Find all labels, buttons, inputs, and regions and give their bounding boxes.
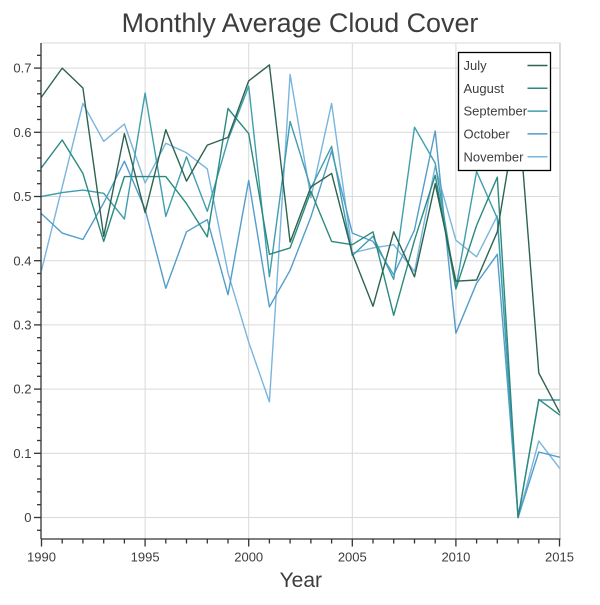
svg-text:July: July xyxy=(464,58,488,73)
svg-text:0: 0 xyxy=(24,510,31,525)
svg-text:0.1: 0.1 xyxy=(13,446,31,461)
svg-text:0.4: 0.4 xyxy=(13,253,31,268)
svg-text:1995: 1995 xyxy=(131,550,160,565)
svg-text:August: August xyxy=(464,81,505,96)
svg-text:2015: 2015 xyxy=(545,550,574,565)
svg-text:October: October xyxy=(464,127,511,142)
svg-text:0.5: 0.5 xyxy=(13,189,31,204)
svg-text:2010: 2010 xyxy=(441,550,470,565)
svg-text:2005: 2005 xyxy=(338,550,367,565)
svg-text:0.7: 0.7 xyxy=(13,61,31,76)
svg-text:Year: Year xyxy=(280,569,322,592)
svg-text:1990: 1990 xyxy=(27,550,56,565)
svg-text:Monthly Average Cloud Cover: Monthly Average Cloud Cover xyxy=(122,8,479,38)
svg-text:0.6: 0.6 xyxy=(13,125,31,140)
svg-text:November: November xyxy=(464,149,525,164)
svg-text:0.2: 0.2 xyxy=(13,382,31,397)
svg-text:0.3: 0.3 xyxy=(13,318,31,333)
svg-text:September: September xyxy=(464,104,528,119)
svg-text:2000: 2000 xyxy=(234,550,263,565)
